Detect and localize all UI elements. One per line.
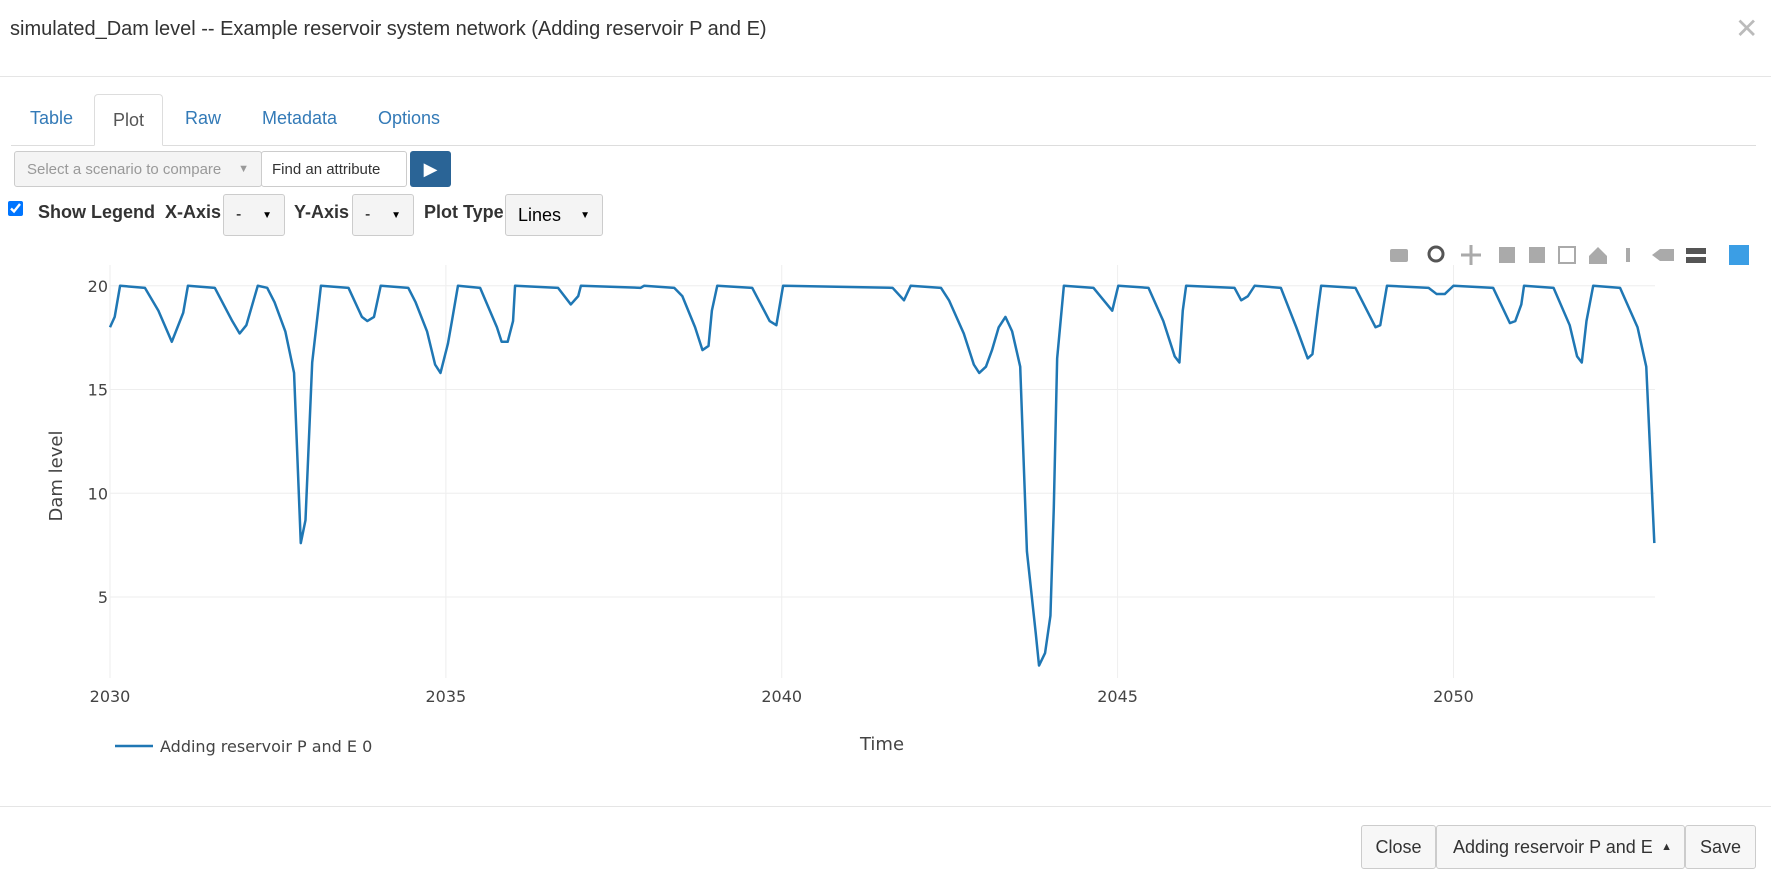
value: Lines: [518, 204, 562, 225]
y-tick-label: 10: [88, 484, 108, 503]
dialog-title: simulated_Dam level -- Example reservoir…: [10, 18, 767, 40]
label: Plot Type: [424, 202, 504, 222]
scenario-button[interactable]: Adding reservoir P and E ▲: [1436, 825, 1685, 869]
line-series: [108, 284, 1656, 667]
caret: ▼: [238, 163, 249, 175]
label: Y-Axis: [294, 202, 350, 222]
caret: ▼: [580, 209, 590, 221]
tab[interactable]: Metadata: [262, 108, 338, 128]
placeholder: Select a scenario to compare: [27, 160, 222, 178]
caret: ▼: [262, 209, 272, 221]
close-icon[interactable]: ✕: [1735, 13, 1759, 44]
modebar-autoscale[interactable]: [1558, 246, 1576, 264]
modebar-pan[interactable]: [1461, 245, 1481, 265]
y-tick-label: 15: [88, 381, 108, 400]
x-tick-label: 2050: [1433, 687, 1474, 706]
tab[interactable]: Raw: [185, 108, 222, 128]
label: X-Axis: [165, 202, 222, 222]
chart: 2030 2035 2040 2045 2050 5 10 15 20 Time Dam level…: [46, 245, 1749, 756]
x-axis-select[interactable]: - ▼: [223, 194, 285, 236]
caret: ▼: [391, 209, 401, 221]
caret: ▲: [1661, 841, 1672, 853]
y-axis-title: Dam level: [46, 431, 67, 522]
modebar-logo[interactable]: [1729, 245, 1749, 265]
divider: [0, 76, 1771, 77]
tab-active[interactable]: Plot: [94, 94, 164, 146]
modebar-zoom[interactable]: [1427, 245, 1445, 263]
divider: [0, 806, 1771, 807]
modebar-zoom-out[interactable]: [1529, 247, 1545, 263]
save-button[interactable]: Save: [1685, 825, 1756, 869]
x-axis-title: Time: [859, 734, 904, 755]
play-button[interactable]: ▶: [410, 151, 451, 187]
tab[interactable]: Table: [30, 108, 74, 128]
legend-label: Adding reservoir P and E 0: [160, 737, 372, 756]
placeholder: Find an attribute: [272, 160, 381, 178]
y-tick-label: 20: [88, 277, 108, 296]
modebar-hover-compare[interactable]: [1686, 248, 1706, 263]
y-tick-label: 5: [98, 588, 108, 607]
x-tick-label: 2035: [426, 687, 467, 706]
modebar-spike[interactable]: [1626, 248, 1630, 262]
plot-type-select[interactable]: Lines ▼: [505, 194, 603, 236]
modebar-zoom-in[interactable]: [1499, 247, 1515, 263]
modebar: [1390, 245, 1749, 265]
button-text: Adding reservoir P and E: [1453, 836, 1653, 857]
close-button[interactable]: Close: [1361, 825, 1436, 869]
modebar-camera[interactable]: [1390, 249, 1408, 262]
scenario-select[interactable]: Select a scenario to compare ▼: [14, 151, 262, 187]
value: -: [365, 206, 371, 223]
modebar-home[interactable]: [1589, 247, 1607, 264]
modebar-hover-closest[interactable]: [1652, 249, 1674, 261]
show-legend-checkbox[interactable]: [8, 201, 23, 216]
y-axis-select[interactable]: - ▼: [352, 194, 414, 236]
label: Show Legend: [38, 202, 155, 222]
x-tick-label: 2030: [90, 687, 131, 706]
x-tick-label: 2045: [1097, 687, 1138, 706]
attribute-select[interactable]: Find an attribute: [261, 151, 407, 187]
tab[interactable]: Options: [378, 108, 441, 128]
value: -: [236, 206, 242, 223]
x-tick-label: 2040: [761, 687, 802, 706]
